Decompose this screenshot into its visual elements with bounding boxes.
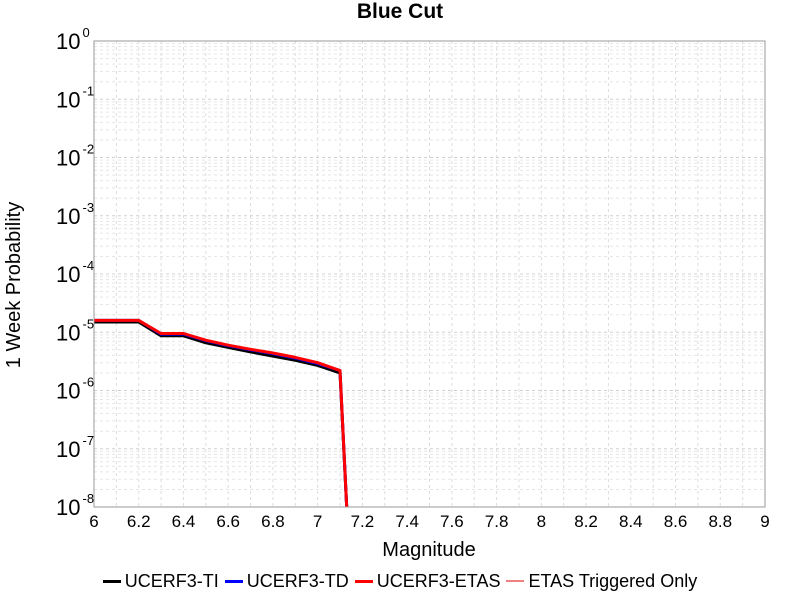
legend-item-triggered: ETAS Triggered Only	[506, 571, 697, 592]
x-tick-label: 8.8	[708, 512, 732, 531]
y-tick-label: 10 -8	[56, 491, 94, 520]
y-tick-label: 10 -1	[56, 83, 94, 112]
plot-border	[93, 40, 766, 508]
y-tick-label: 10 -5	[56, 316, 94, 345]
y-tick-label: 10 -3	[56, 200, 94, 229]
x-tick-label: 8.6	[664, 512, 688, 531]
grid	[93, 41, 766, 508]
y-tick-label: 10 0	[56, 25, 90, 54]
x-tick-labels: 6 6.2 6.4 6.6 6.8 7 7.2 7.4 7.6 7.8 8 8.2 8.4 8.6 8.8 9	[89, 512, 769, 531]
x-tick-label: 7.6	[440, 512, 464, 531]
legend-label-triggered: ETAS Triggered Only	[528, 570, 698, 591]
x-tick-label: 6	[89, 512, 98, 531]
y-tick-label: 10 -4	[56, 258, 94, 287]
legend: UCERF3-TI UCERF3-TD UCERF3-ETAS ETAS Tri…	[0, 568, 800, 594]
legend-label-ti: UCERF3-TI	[124, 570, 219, 591]
x-tick-label: 8.2	[574, 512, 598, 531]
x-tick-label: 7.4	[395, 512, 419, 531]
x-tick-label: 7.2	[351, 512, 375, 531]
series-layer	[94, 318, 349, 508]
x-tick-label: 8	[537, 512, 546, 531]
legend-label-td: UCERF3-TD	[246, 570, 349, 591]
y-tick-label: 10 -2	[56, 142, 94, 171]
legend-item-etas: UCERF3-ETAS	[354, 570, 501, 592]
y-tick-label: 10 -7	[56, 433, 94, 462]
x-axis-title: Magnitude	[382, 539, 475, 561]
x-tick-label: 7.8	[485, 512, 509, 531]
legend-item-td: UCERF3-TD	[224, 570, 349, 592]
x-tick-label: 6.4	[172, 512, 196, 531]
legend-label-etas: UCERF3-ETAS	[376, 570, 501, 591]
x-tick-label: 8.4	[619, 512, 643, 531]
x-tick-label: 6.6	[216, 512, 240, 531]
legend-swatch-etas	[354, 579, 373, 583]
x-tick-label: 6.2	[127, 512, 151, 531]
x-tick-label: 9	[760, 512, 769, 531]
legend-item-ti: UCERF3-TI	[102, 570, 219, 592]
series-line-2	[94, 318, 349, 508]
legend-swatch-td	[224, 579, 243, 583]
y-axis-title: 1 Week Probability	[3, 202, 25, 368]
chart-title: Blue Cut	[357, 0, 443, 23]
y-tick-label: 10 -6	[56, 375, 94, 404]
legend-swatch-ti	[102, 579, 121, 583]
x-tick-label: 6.8	[261, 512, 285, 531]
x-tick-label: 7	[313, 512, 322, 531]
legend-swatch-triggered	[506, 580, 525, 582]
